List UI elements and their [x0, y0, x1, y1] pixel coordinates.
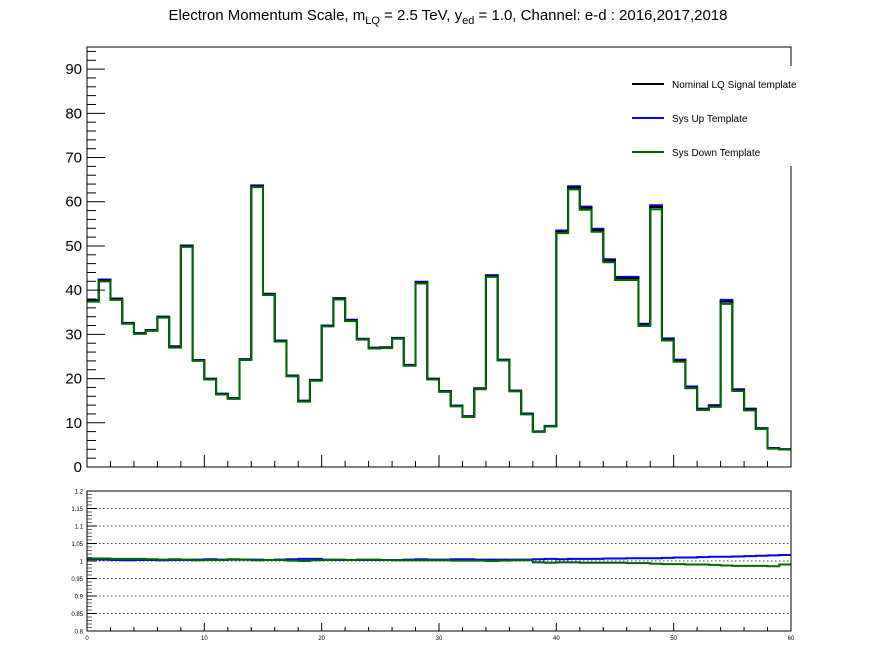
- ratio-y-tick-label: 1.2: [75, 490, 84, 496]
- y-tick-label: 50: [65, 238, 82, 255]
- ratio-y-tick-label: 0.8: [75, 630, 84, 636]
- y-tick-label: 70: [65, 150, 82, 167]
- ratio-y-tick-label: 1: [80, 560, 84, 566]
- ratio-y-tick-label: 1.05: [71, 542, 83, 548]
- y-tick-label: 60: [65, 194, 82, 211]
- x-tick-label: 60: [788, 636, 795, 642]
- ratio-panel-axes: 0.8 0.85 0.9 0.95 1 1.05 1.1 1.15 1.2 0 10 20 30 40 50…: [71, 490, 795, 643]
- y-tick-label: 90: [65, 61, 82, 78]
- x-tick-label: 50: [670, 636, 677, 642]
- top-panel-axes: 0 10 20 30 40 50 60 70 80 90: [65, 46, 792, 476]
- legend-box: [622, 66, 802, 166]
- x-tick-label: 10: [201, 636, 208, 642]
- ratio-y-tick-label: 0.85: [71, 612, 83, 618]
- legend-label: Sys Up Template: [672, 114, 748, 125]
- x-tick-label: 20: [318, 636, 325, 642]
- ratio-panel-series: [87, 554, 791, 568]
- y-tick-label: 0: [74, 459, 82, 476]
- x-tick-label: 30: [436, 636, 443, 642]
- ratio-line-sys-down-template: [87, 557, 791, 568]
- y-tick-label: 20: [65, 371, 82, 388]
- ratio-y-tick-label: 0.9: [75, 595, 84, 601]
- chart-title: Electron Momentum Scale, mLQ = 2.5 TeV, …: [168, 7, 728, 27]
- y-tick-label: 80: [65, 105, 82, 122]
- ratio-y-tick-label: 1.15: [71, 507, 83, 513]
- ratio-y-tick-label: 0.95: [71, 577, 83, 583]
- y-tick-label: 10: [65, 415, 82, 432]
- series-line-sys-down-template: [87, 186, 791, 451]
- legend-label: Nominal LQ Signal template: [672, 80, 797, 91]
- ratio-y-tick-label: 1.1: [75, 525, 84, 531]
- x-tick-label: 0: [85, 636, 89, 642]
- legend-label: Sys Down Template: [672, 148, 761, 159]
- y-tick-label: 40: [65, 282, 82, 299]
- legend: Nominal LQ Signal template Sys Up Templat…: [622, 66, 802, 166]
- top-panel-series: [87, 184, 791, 451]
- y-tick-label: 30: [65, 326, 82, 343]
- x-tick-label: 40: [553, 636, 560, 642]
